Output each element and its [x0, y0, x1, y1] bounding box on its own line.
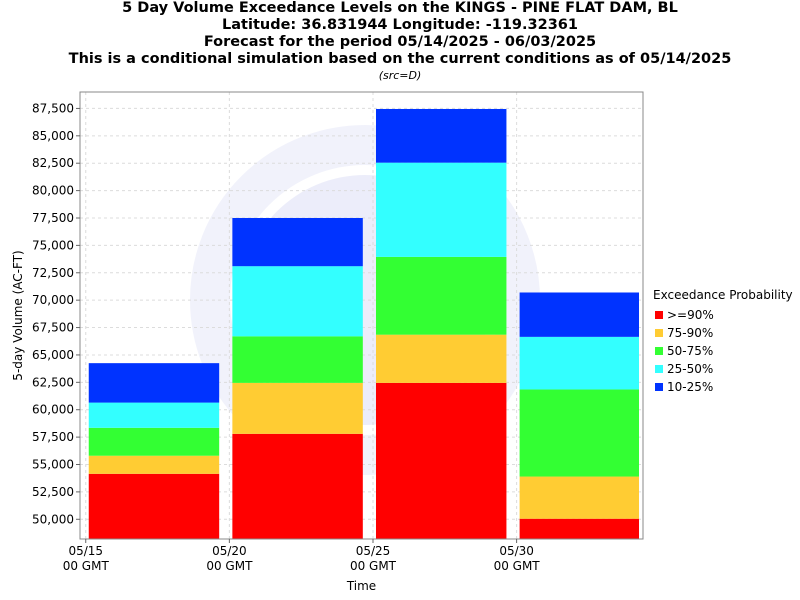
- legend-swatch: [655, 329, 663, 337]
- legend-label: 50-75%: [667, 344, 714, 358]
- x-tick-label-date: 05/30: [499, 544, 534, 558]
- y-tick-label: 52,500: [32, 485, 74, 499]
- y-tick-label: 67,500: [32, 321, 74, 335]
- legend-title: Exceedance Probability: [653, 288, 793, 302]
- legend-items: >=90% 75-90% 50-75% 25-50% 10-25%: [653, 306, 793, 396]
- legend-item: >=90%: [655, 306, 793, 324]
- y-tick-label: 85,000: [32, 129, 74, 143]
- legend-label: 10-25%: [667, 380, 714, 394]
- bar-segment-0-3: [88, 402, 220, 428]
- chart-source-note: (src=D): [378, 69, 422, 82]
- y-tick-label: 50,000: [32, 512, 74, 526]
- chart-title-line-2: Latitude: 36.831944 Longitude: -119.3236…: [222, 17, 578, 33]
- bar-segment-0-0: [88, 473, 220, 539]
- chart-title-line-3: Forecast for the period 05/14/2025 - 06/…: [203, 34, 597, 50]
- chart-titles: 5 Day Volume Exceedance Levels on the KI…: [0, 0, 800, 83]
- bar-segment-3-1: [519, 476, 639, 519]
- y-axis: 50,000 52,500 55,000 57,500 60,000 62,500 65,0…: [32, 101, 80, 526]
- y-tick-label: 60,000: [32, 403, 74, 417]
- x-axis-title: Time: [346, 579, 376, 593]
- bar-segment-1-1: [232, 382, 363, 434]
- x-tick-label-date: 05/20: [212, 544, 247, 558]
- bar-segment-3-3: [519, 336, 639, 390]
- legend: Exceedance Probability >=90% 75-90% 50-75%…: [653, 288, 793, 396]
- chart-title-line-1: 5 Day Volume Exceedance Levels on the KI…: [122, 0, 678, 16]
- bar-segment-3-2: [519, 389, 639, 477]
- y-tick-label: 77,500: [32, 211, 74, 225]
- bar-segment-1-0: [232, 433, 363, 539]
- bar-segment-2-3: [375, 162, 507, 257]
- y-tick-label: 70,000: [32, 293, 74, 307]
- bar-segment-2-4: [375, 108, 507, 163]
- bar-segment-0-2: [88, 427, 220, 456]
- y-tick-label: 55,000: [32, 458, 74, 472]
- y-tick-label: 57,500: [32, 430, 74, 444]
- bar-segment-3-0: [519, 518, 639, 539]
- x-tick-label-time: 00 GMT: [63, 559, 110, 573]
- y-tick-label: 80,000: [32, 184, 74, 198]
- bar-segment-1-3: [232, 266, 363, 337]
- y-tick-label: 87,500: [32, 101, 74, 115]
- legend-swatch: [655, 347, 663, 355]
- bar-segment-2-1: [375, 334, 507, 383]
- y-tick-label: 62,500: [32, 375, 74, 389]
- bar-segment-1-4: [232, 217, 363, 267]
- legend-swatch: [655, 383, 663, 391]
- legend-swatch: [655, 311, 663, 319]
- bar-segment-2-0: [375, 382, 507, 539]
- y-tick-label: 82,500: [32, 156, 74, 170]
- x-tick-label-time: 00 GMT: [350, 559, 397, 573]
- stacked-bars: [88, 108, 639, 539]
- legend-label: 25-50%: [667, 362, 714, 376]
- legend-label: 75-90%: [667, 326, 714, 340]
- bar-segment-3-4: [519, 292, 639, 337]
- x-tick-label-time: 00 GMT: [494, 559, 541, 573]
- chart-title-line-4: This is a conditional simulation based o…: [68, 51, 732, 67]
- x-tick-label-date: 05/25: [356, 544, 391, 558]
- legend-item: 10-25%: [655, 378, 793, 396]
- x-tick-label-time: 00 GMT: [206, 559, 253, 573]
- legend-item: 25-50%: [655, 360, 793, 378]
- y-tick-label: 75,000: [32, 238, 74, 252]
- y-tick-label: 65,000: [32, 348, 74, 362]
- plot-frame: [79, 91, 644, 540]
- y-tick-label: 72,500: [32, 266, 74, 280]
- bar-segment-1-2: [232, 336, 363, 383]
- legend-label: >=90%: [667, 308, 714, 322]
- bar-segment-0-4: [88, 363, 220, 403]
- x-tick-label-date: 05/15: [68, 544, 103, 558]
- legend-item: 50-75%: [655, 342, 793, 360]
- bar-segment-2-2: [375, 256, 507, 335]
- bar-segment-0-1: [88, 455, 220, 474]
- legend-item: 75-90%: [655, 324, 793, 342]
- legend-swatch: [655, 365, 663, 373]
- y-axis-title: 5-day Volume (AC-FT): [11, 250, 25, 380]
